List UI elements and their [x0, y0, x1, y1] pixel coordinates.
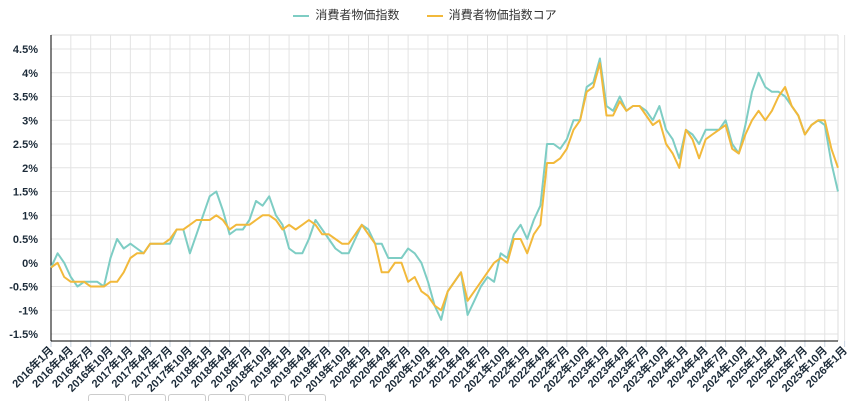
y-tick-label: 1.5% [13, 187, 38, 199]
y-tick-label: 4% [22, 68, 38, 80]
legend-swatch-cpi [293, 14, 310, 17]
y-tick-label: 3.5% [13, 92, 38, 104]
series-lines [50, 57, 839, 321]
scroll-tabs [88, 394, 328, 401]
y-tick-label: 4.5% [13, 44, 38, 56]
legend-item-core-cpi[interactable]: 消費者物価指数コア [426, 6, 557, 23]
y-tick-label: 0% [22, 258, 38, 270]
y-tick-label: 0.5% [13, 234, 38, 246]
y-tick-label: -0.5% [9, 282, 38, 294]
y-axis: 4.5% 4% 3.5% 3% 2.5% 2% 1.5% 1% 0.5% 0% -0.5% -1% -1… [9, 35, 52, 341]
y-tick-label: -1.5% [9, 329, 38, 341]
y-tick-label: 3% [22, 115, 38, 127]
legend-item-cpi[interactable]: 消費者物価指数 [293, 6, 399, 23]
legend-label-cpi: 消費者物価指数 [315, 8, 400, 22]
grid-lines [50, 34, 846, 341]
tab-stub [248, 394, 286, 401]
tab-stub [128, 394, 166, 401]
y-tick-label: -1% [18, 305, 38, 317]
y-tick-label: 1% [22, 210, 38, 222]
series-line-core-cpi[interactable] [50, 62, 839, 312]
chart-legend: 消費者物価指数 消費者物価指数コア [0, 6, 850, 23]
y-tick-label: 2% [22, 163, 38, 175]
legend-label-core-cpi: 消費者物価指数コア [448, 8, 557, 22]
x-axis: 2016年1月2016年4月2016年7月2016年10月2017年1月2017… [9, 340, 850, 395]
tab-stub [288, 394, 326, 401]
series-line-cpi[interactable] [50, 57, 839, 321]
tab-stub [88, 394, 126, 401]
y-tick-label: 2.5% [13, 139, 38, 151]
tab-stub [208, 394, 246, 401]
legend-swatch-core-cpi [426, 14, 443, 17]
tab-stub [168, 394, 206, 401]
